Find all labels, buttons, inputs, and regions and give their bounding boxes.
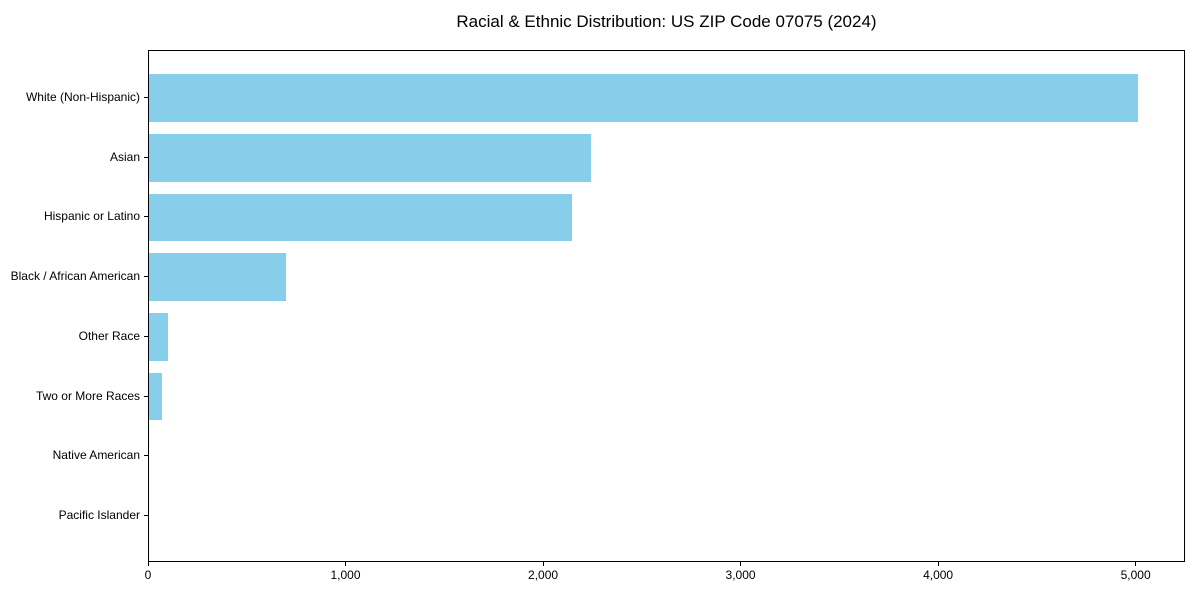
y-tick-label: Black / African American (10, 269, 140, 284)
x-tick-label: 1,000 (330, 568, 361, 582)
y-tick-mark (144, 97, 148, 99)
bar (149, 74, 1138, 122)
plot-area (148, 50, 1185, 562)
x-tick-label: 4,000 (923, 568, 954, 582)
x-tick-label: 5,000 (1120, 568, 1151, 582)
y-tick-label: Pacific Islander (58, 507, 140, 522)
x-tick-label: 3,000 (725, 568, 756, 582)
y-tick-mark (144, 395, 148, 397)
x-tick-label: 2,000 (528, 568, 559, 582)
y-tick-mark (144, 216, 148, 218)
y-tick-label: Hispanic or Latino (43, 209, 140, 224)
bar (149, 133, 592, 182)
y-tick-label: Native American (52, 448, 140, 463)
y-tick-label: Two or More Races (35, 388, 140, 403)
x-tick-mark (147, 562, 149, 566)
y-tick-mark (144, 455, 148, 457)
y-tick-label: Other Race (78, 328, 140, 343)
x-tick-label: 0 (144, 568, 152, 582)
x-tick-mark (740, 562, 742, 566)
x-tick-mark (1135, 562, 1137, 566)
y-tick-mark (144, 335, 148, 337)
y-tick-mark (144, 276, 148, 278)
x-tick-mark (542, 562, 544, 566)
bar (149, 312, 168, 361)
chart-title: Racial & Ethnic Distribution: US ZIP Cod… (456, 12, 877, 31)
x-tick-mark (937, 562, 939, 566)
y-tick-mark (144, 156, 148, 158)
y-tick-mark (144, 514, 148, 516)
y-tick-label: White (Non-Hispanic) (25, 90, 140, 105)
bar (149, 253, 287, 302)
x-tick-mark (345, 562, 347, 566)
y-tick-label: Asian (109, 149, 140, 164)
bar (149, 193, 572, 242)
bar (149, 372, 162, 421)
